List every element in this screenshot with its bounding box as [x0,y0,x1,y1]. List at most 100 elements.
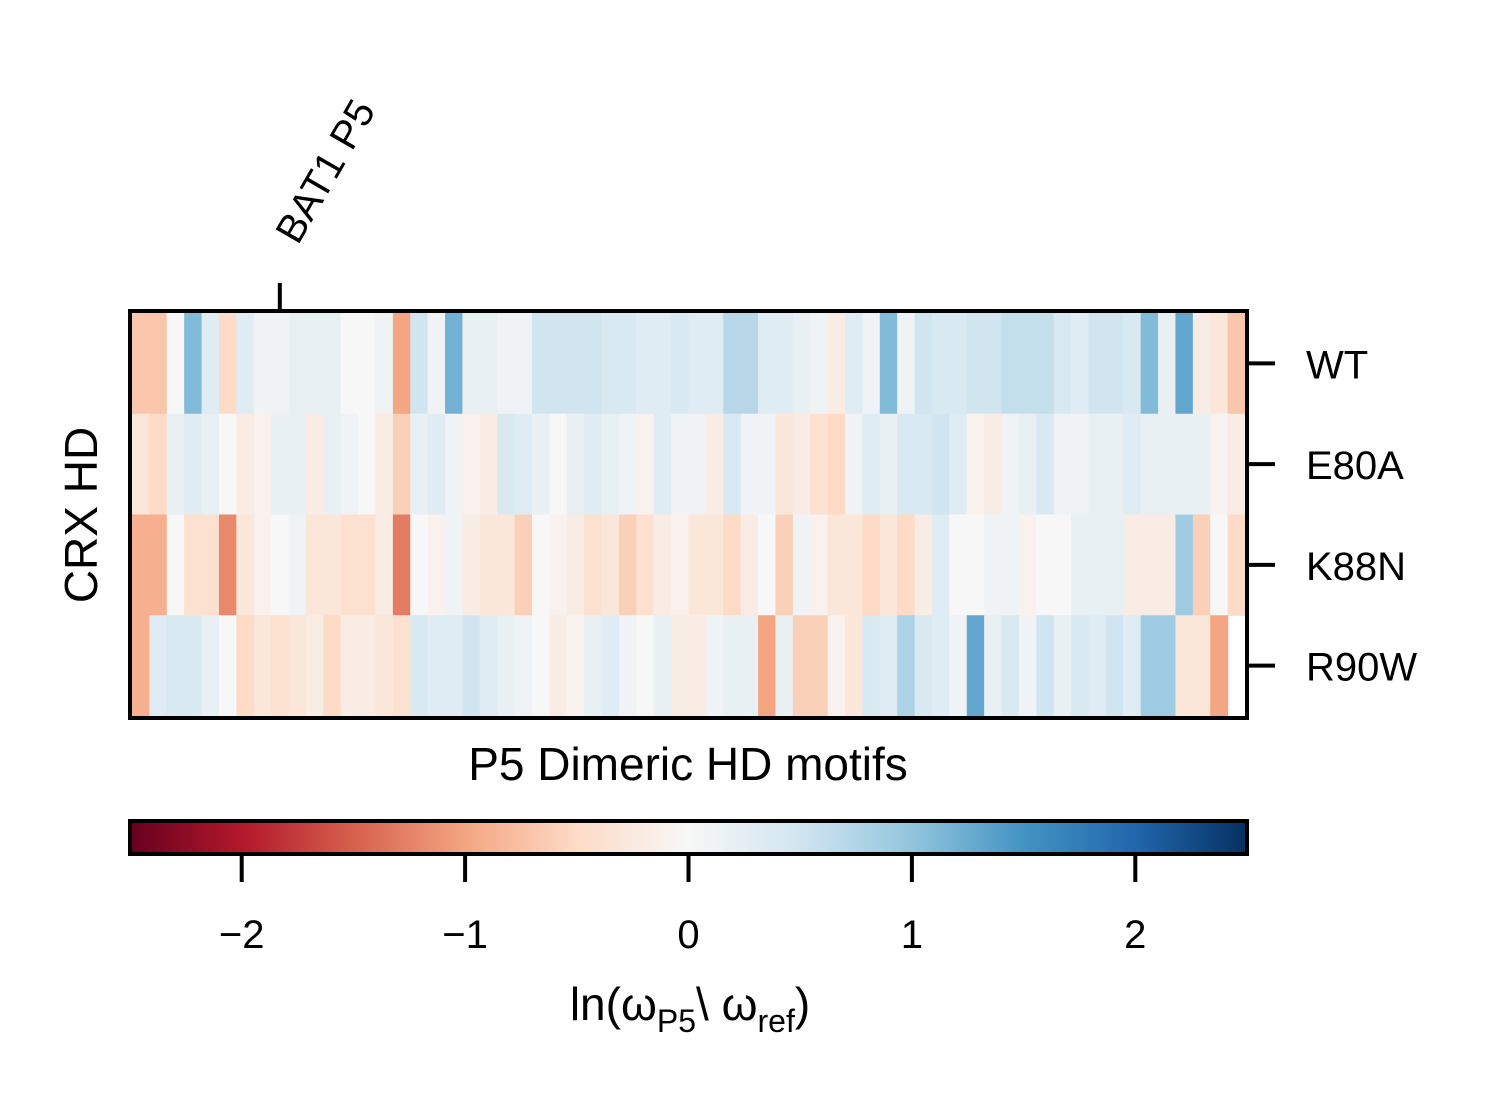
heatmap-cell [1105,313,1124,415]
heatmap-cell [1192,413,1211,516]
heatmap-cell [1053,615,1072,717]
heatmap-cell [1001,413,1020,516]
heatmap-cell [705,413,724,516]
heatmap-cell [253,615,272,717]
heatmap-cell [149,413,168,516]
heatmap-cell [305,514,324,616]
heatmap-cell [288,615,307,717]
heatmap-cell [514,514,533,616]
heatmap-cell [410,413,429,516]
colorbar-tick-label: 0 [677,913,699,957]
y-axis-label: CRX HD [55,427,107,603]
heatmap-cell [1140,514,1159,616]
heatmap-cell [897,313,916,415]
heatmap-cell [375,313,394,415]
heatmap-cell [723,313,742,415]
heatmap-cell [1175,615,1194,717]
heatmap-cell [653,615,672,717]
heatmap-cell [845,615,864,717]
heatmap-cells [132,313,1246,717]
heatmap-cell [827,514,846,616]
heatmap-cell [271,615,290,717]
heatmap-cell [288,313,307,415]
heatmap-cell [740,413,759,516]
heatmap-cell [218,313,237,415]
heatmap-cell [879,413,898,516]
heatmap-cell [740,514,759,616]
heatmap-cell [340,514,359,616]
heatmap-cell [271,313,290,415]
heatmap-cell [549,514,568,616]
heatmap-cell [184,514,203,616]
heatmap-cell [827,413,846,516]
heatmap-cell [1158,514,1177,616]
heatmap-cell [1105,413,1124,516]
heatmap-cell [1001,313,1020,415]
heatmap-cell [671,413,690,516]
heatmap-cell [1192,615,1211,717]
heatmap-cell [758,514,777,616]
heatmap-cell [1071,615,1090,717]
heatmap-cell [584,413,603,516]
heatmap-cell [931,413,950,516]
heatmap-cell [271,413,290,516]
heatmap-cell [462,615,481,717]
heatmap-cell [879,313,898,415]
heatmap-cell [688,413,707,516]
heatmap-cell [984,413,1003,516]
heatmap-cell [375,615,394,717]
heatmap-cell [1140,615,1159,717]
heatmap-cell [862,413,881,516]
heatmap-cell [775,413,794,516]
heatmap-cell [1210,413,1229,516]
heatmap-cell [1158,413,1177,516]
heatmap-cell [671,514,690,616]
heatmap-cell [514,615,533,717]
heatmap-cell [792,514,811,616]
heatmap-cell [705,313,724,415]
heatmap-cell [845,413,864,516]
heatmap-cell [1192,313,1211,415]
heatmap-cell [688,313,707,415]
heatmap-cell [1192,514,1211,616]
heatmap-cell [184,313,203,415]
heatmap-cell [462,514,481,616]
heatmap-cell [584,313,603,415]
heatmap-cell [497,514,516,616]
heatmap-cell [984,615,1003,717]
heatmap-cell [479,413,498,516]
heatmap-cell [688,615,707,717]
heatmap-cell [1071,413,1090,516]
heatmap-cell [358,413,377,516]
heatmap-cell [827,615,846,717]
heatmap-cell [810,313,829,415]
colorbar [128,819,1249,856]
heatmap-cell [1088,615,1107,717]
heatmap-cell [427,313,446,415]
heatmap-cell [236,514,255,616]
heatmap-cell [132,413,150,516]
heatmap-cell [879,514,898,616]
heatmap-cell [810,514,829,616]
heatmap-cell [845,514,864,616]
heatmap-cell [218,615,237,717]
heatmap-cell [392,514,411,616]
heatmap-cell [740,313,759,415]
heatmap-cell [949,514,968,616]
heatmap-cell [445,313,464,415]
heatmap-cell [427,413,446,516]
heatmap-cell [132,615,150,717]
heatmap-cell [392,615,411,717]
heatmap-cell [845,313,864,415]
heatmap-cell [531,615,550,717]
heatmap-cell [636,313,655,415]
heatmap-cell [566,413,585,516]
heatmap-cell [166,313,185,415]
heatmap-cell [618,313,637,415]
heatmap-cell [1036,615,1055,717]
heatmap-cell [410,615,429,717]
heatmap-cell [653,313,672,415]
heatmap-cell [497,615,516,717]
